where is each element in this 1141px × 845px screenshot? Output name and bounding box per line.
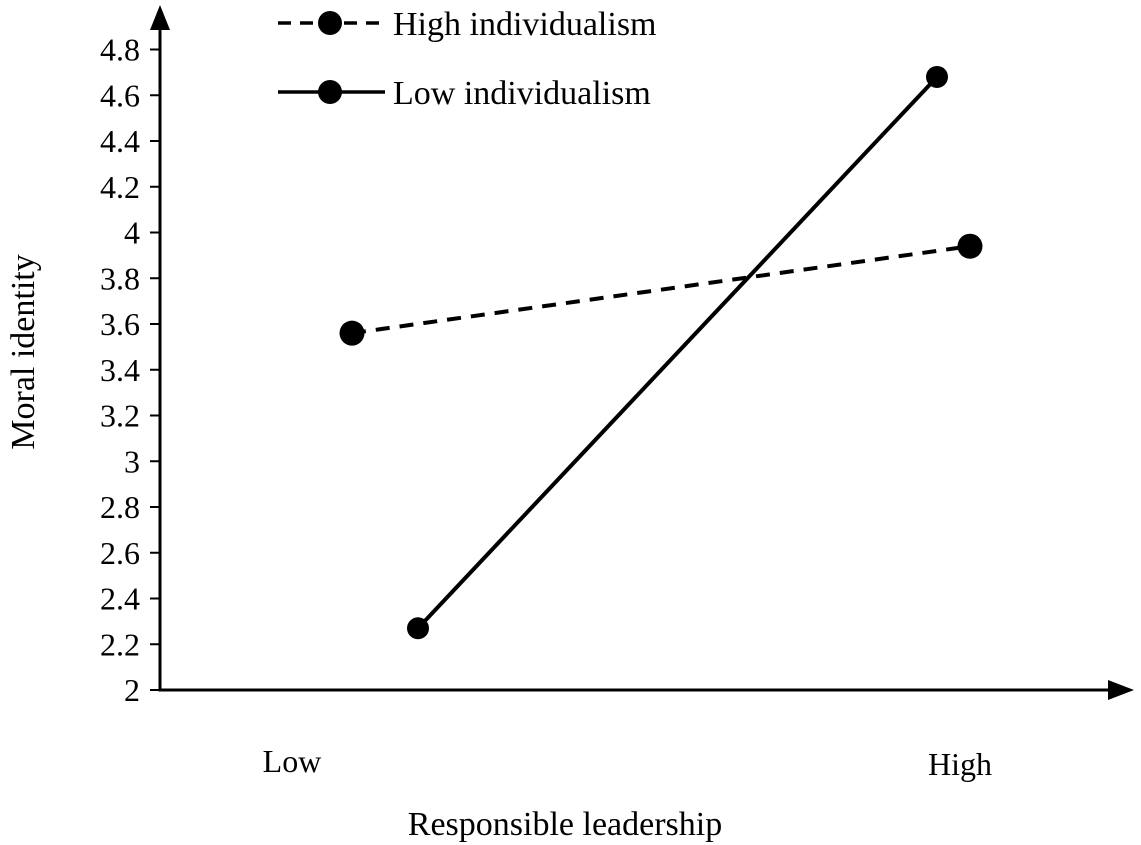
series-layer <box>339 65 983 640</box>
legend: High individualism Low individualism <box>278 6 657 112</box>
legend-entry-low-individualism: Low individualism <box>278 75 651 112</box>
y-tick-label: 2.6 <box>100 535 140 571</box>
data-point-low-individualism-high <box>926 65 948 88</box>
data-point-low-individualism-low <box>407 617 429 640</box>
y-tick-label: 4 <box>124 215 140 251</box>
legend-label-high-individualism: High individualism <box>393 6 657 43</box>
legend-label-low-individualism: Low individualism <box>393 75 651 112</box>
y-tick-label: 2.4 <box>100 581 140 617</box>
y-tick-label: 4.4 <box>100 123 140 159</box>
legend-entry-high-individualism: High individualism <box>278 6 657 43</box>
x-axis-title: Responsible leadership <box>408 806 722 843</box>
y-tick-label: 3.8 <box>100 260 140 296</box>
x-tick-label-high: High <box>928 746 992 782</box>
axes <box>150 5 1134 700</box>
y-axis-ticks: 2 2.2 2.4 2.6 2.8 3 3.2 3.4 3.6 3.8 4 4.2 4.4 4.6 4.8 <box>100 32 160 708</box>
data-point-high-individualism-high <box>957 233 983 259</box>
y-axis-title: Moral identity <box>5 254 42 449</box>
y-tick-label: 3.2 <box>100 398 140 434</box>
y-tick-label: 2 <box>124 672 140 708</box>
legend-swatch-marker <box>318 11 342 35</box>
series-line-high-individualism <box>351 244 971 336</box>
data-point-high-individualism-low <box>339 320 365 346</box>
y-tick-label: 2.8 <box>100 489 140 525</box>
x-axis-arrowhead <box>1108 680 1134 700</box>
y-tick-label: 3.4 <box>100 352 140 388</box>
x-tick-label-low: Low <box>263 743 322 779</box>
y-tick-label: 3.6 <box>100 306 140 342</box>
y-tick-label: 4.2 <box>100 169 140 205</box>
y-axis-arrowhead <box>150 5 170 30</box>
y-tick-label: 2.2 <box>100 626 140 662</box>
y-tick-label: 3 <box>124 443 140 479</box>
series-line-low-individualism <box>416 75 939 630</box>
y-tick-label: 4.6 <box>100 77 140 113</box>
y-tick-label: 4.8 <box>100 32 140 68</box>
legend-swatch-marker <box>318 80 342 104</box>
